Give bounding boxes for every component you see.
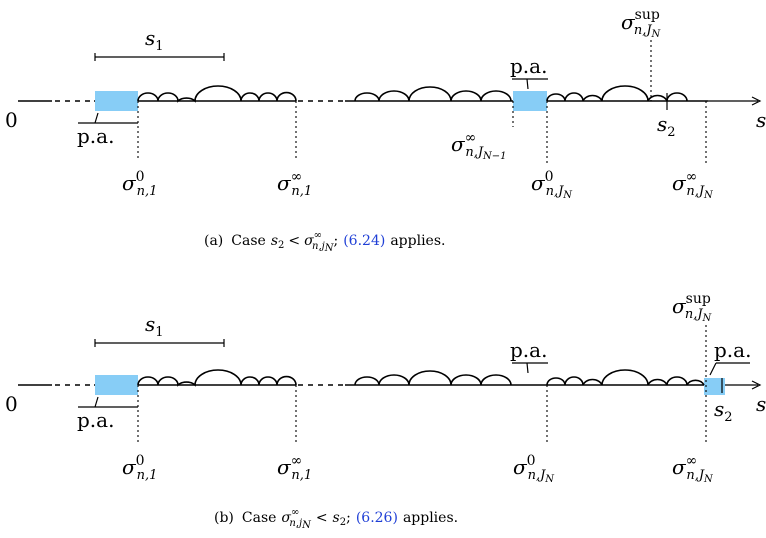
sigma-inf-n1-label-b: σ∞ n,1 [277, 453, 312, 483]
axis-arrow-icon-b [751, 380, 762, 390]
pa-left-label-b: p.a. [77, 408, 114, 432]
panel-a: s1 0 s p.a. p.a. σ0 n,1 σ∞ n,1 σ∞ n,JN−1 σ0… [5, 7, 766, 254]
pa-middle-label: p.a. [510, 54, 547, 78]
caption-b: (b) Case σ∞ n,jN < s2; (6.26) applies. [214, 507, 458, 531]
pa-left-label: p.a. [77, 124, 114, 148]
sigma-inf-n1-label: σ∞ n,1 [277, 169, 312, 199]
sigma-inf-nJN-label-b: σ∞ n,JN [672, 453, 714, 485]
s2-label-b: s2 [714, 397, 733, 425]
pa-box-middle [513, 91, 547, 111]
sigma-0-nJN-label: σ0 n,JN [531, 169, 573, 201]
ref-6-24-link[interactable]: (6.24) [343, 233, 385, 249]
pa-box-left [95, 91, 138, 111]
s1-label-b: s1 [145, 312, 164, 340]
excursion-arcs-middle [354, 86, 512, 102]
excursion-arcs-left [137, 85, 297, 103]
pa-middle-label-b: p.a. [510, 338, 547, 362]
s2-label: s2 [657, 112, 676, 140]
sigma-0-nJN-label-b: σ0 n,JN [513, 453, 555, 485]
pa-box-left-b [95, 375, 138, 395]
s1-label: s1 [145, 26, 164, 54]
sigma-0-n1-label-b: σ0 n,1 [122, 453, 157, 483]
pa-box-right-b [704, 378, 725, 395]
axis-s-label-b: s [756, 392, 766, 416]
ref-6-26-link[interactable]: (6.26) [356, 510, 398, 526]
excursion-arcs-left-b [137, 369, 297, 387]
sigma-inf-nJN-label: σ∞ n,JN [672, 169, 714, 201]
sigma-sup-nJN-label-b: σsup n,JN [672, 291, 713, 324]
origin-label-b: 0 [5, 392, 18, 416]
pa-right-label-b: p.a. [714, 338, 751, 362]
sigma-sup-nJN-label: σsup n,JN [621, 7, 662, 40]
axis-arrow-icon [751, 96, 762, 106]
excursion-arcs-middle-b [354, 370, 512, 386]
excursion-arcs-right [546, 85, 688, 102]
origin-label: 0 [5, 108, 18, 132]
caption-a: (a) Case s2 < σ∞ n,jN; (6.24) applies. [204, 230, 445, 254]
panel-b: s1 0 s p.a. p.a. p.a. σ0 n,1 σ∞ n,1 σ0 n,JN… [5, 291, 766, 531]
sigma-inf-nJN-1-label: σ∞ n,JN−1 [451, 130, 507, 162]
excursion-arcs-right-b [546, 369, 705, 386]
sigma-0-n1-label: σ0 n,1 [122, 169, 157, 199]
axis-s-label: s [756, 108, 766, 132]
